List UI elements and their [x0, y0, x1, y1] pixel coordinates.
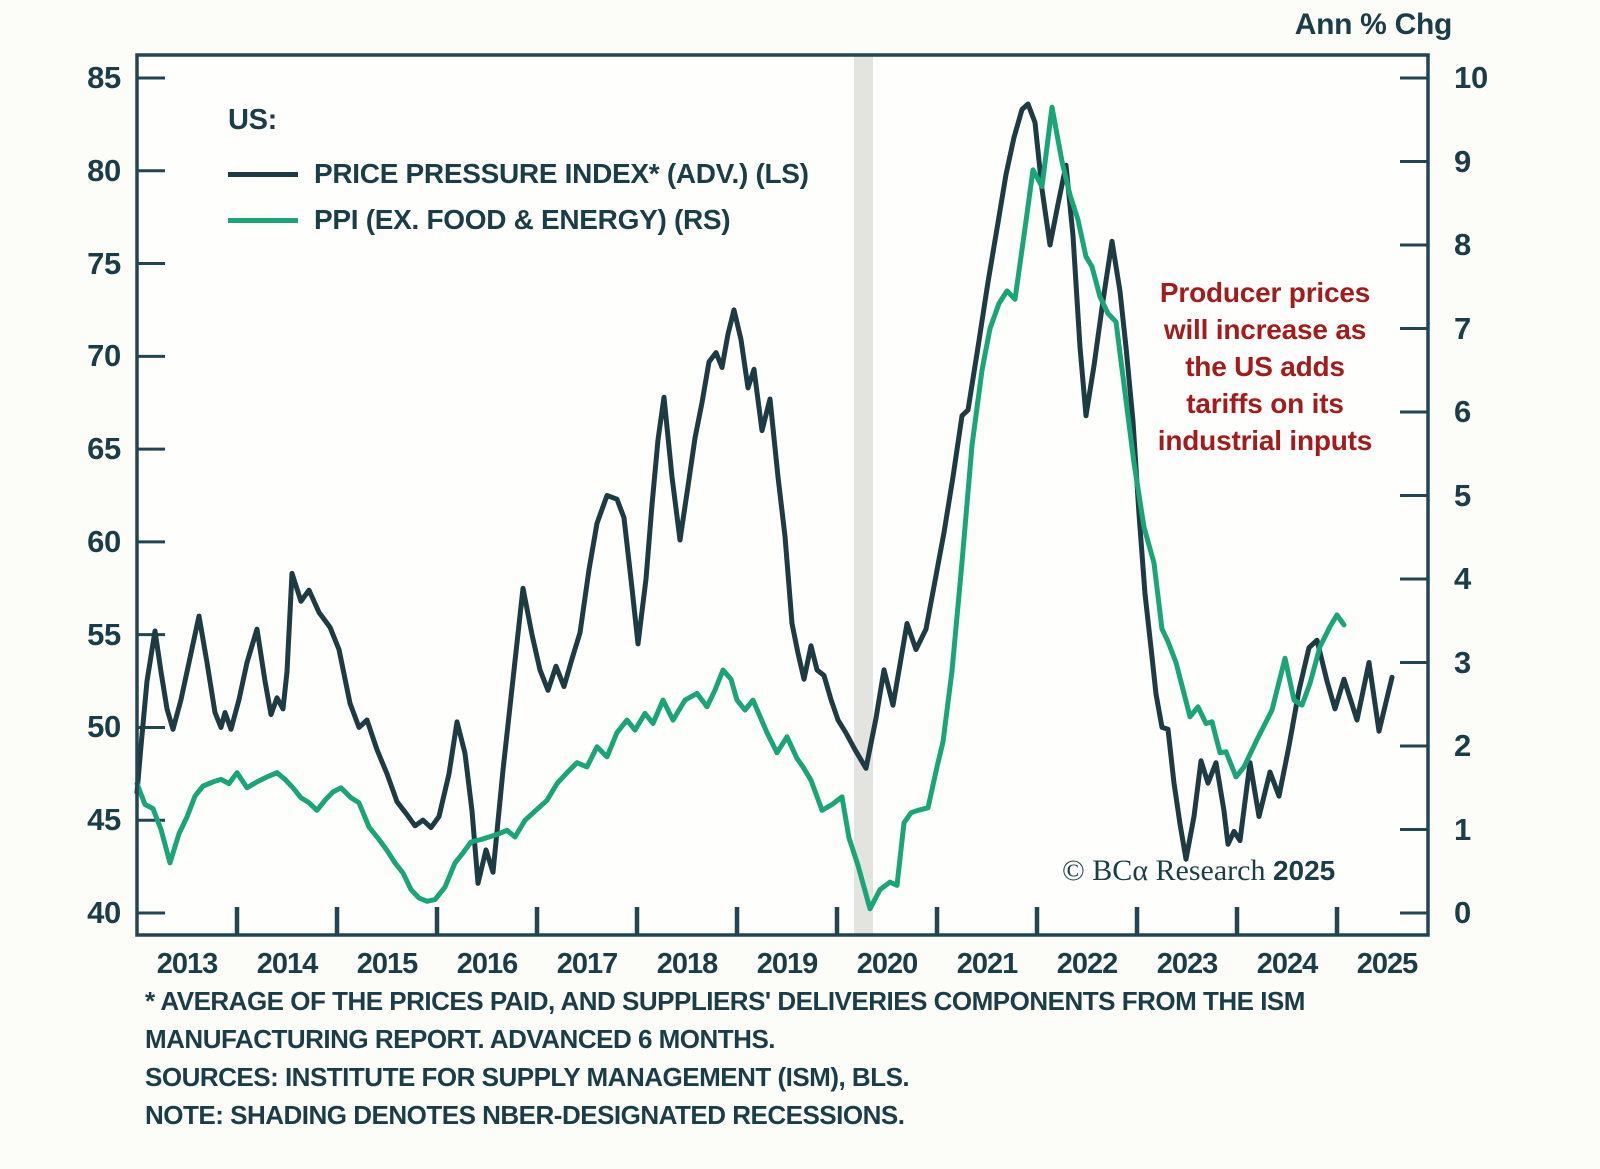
left-axis-tick-label: 65: [87, 431, 121, 467]
right-axis-tick-label: 0: [1454, 895, 1471, 930]
right-axis-tick-label: 3: [1454, 644, 1471, 680]
recession-band: [854, 55, 873, 935]
x-axis-year-label: 2013: [156, 948, 219, 980]
x-axis-year-label: 2016: [456, 948, 519, 980]
copyright-watermark: © BCα Research 2025: [1062, 854, 1335, 888]
right-axis-tick-label: 1: [1454, 811, 1471, 847]
right-axis-tick-label: 10: [1454, 60, 1488, 95]
right-axis-title: Ann % Chg: [1294, 8, 1453, 41]
x-axis-year-label: 2023: [1156, 948, 1219, 980]
x-axis-year-label: 2021: [956, 948, 1019, 980]
legend-item-price-pressure-index: PRICE PRESSURE INDEX* (ADV.) (LS): [228, 151, 809, 197]
left-axis-tick-label: 75: [87, 245, 121, 281]
annotation-producer-prices: Producer prices will increase as the US …: [1157, 277, 1373, 456]
left-axis-tick-label: 55: [87, 616, 121, 652]
right-axis-tick-label: 6: [1454, 394, 1471, 429]
footnotes: * AVERAGE OF THE PRICES PAID, AND SUPPLI…: [145, 986, 1305, 1130]
plot-frame: [135, 53, 1430, 937]
copyright-year: 2025: [1272, 855, 1336, 886]
right-axis-tick-label: 7: [1454, 310, 1471, 346]
copyright-text: © BCα Research: [1062, 854, 1273, 887]
x-axis-year-label: 2014: [256, 948, 319, 980]
ppi-core-line: [134, 104, 1347, 912]
navy-line-swatch: [228, 171, 298, 177]
left-axis-tick-label: 40: [87, 895, 121, 930]
left-axis-tick-label: 50: [87, 709, 121, 745]
left-axis-tick-label: 45: [87, 802, 121, 838]
right-axis-tick-label: 5: [1454, 477, 1471, 513]
price-pressure-index-line: [134, 101, 1395, 886]
legend-item-label: PRICE PRESSURE INDEX* (ADV.) (LS): [314, 158, 809, 189]
left-axis-tick-label: 70: [87, 338, 121, 374]
legend: US: PRICE PRESSURE INDEX* (ADV.) (LS) PP…: [228, 104, 809, 243]
right-axis-tick-label: 8: [1454, 227, 1471, 262]
x-axis-year-label: 2024: [1256, 948, 1319, 980]
x-axis-year-label: 2017: [556, 948, 619, 980]
x-axis-year-label: 2019: [756, 948, 819, 980]
left-axis-tick-label: 85: [87, 60, 121, 95]
left-axis-tick-label: 80: [87, 152, 121, 188]
right-axis-tick-label: 2: [1454, 728, 1471, 763]
x-axis-year-label: 2020: [856, 948, 919, 980]
x-axis-year-label: 2022: [1056, 948, 1119, 980]
x-axis-year-label: 2018: [656, 948, 719, 980]
right-axis-tick-label: 9: [1454, 143, 1471, 179]
left-axis-tick-label: 60: [87, 523, 121, 559]
x-axis-year-label: 2025: [1356, 948, 1419, 980]
right-axis-tick-label: 4: [1454, 561, 1471, 596]
recession-band-layer: [854, 55, 873, 935]
legend-item-label: PPI (EX. FOOD & ENERGY) (RS): [314, 204, 731, 235]
axis-tick-layer: [137, 76, 1428, 935]
legend-item-ppi-core: PPI (EX. FOOD & ENERGY) (RS): [228, 197, 809, 243]
legend-group-label: US:: [228, 104, 278, 136]
x-axis-year-label: 2015: [356, 948, 419, 980]
teal-line-swatch: [228, 217, 298, 223]
